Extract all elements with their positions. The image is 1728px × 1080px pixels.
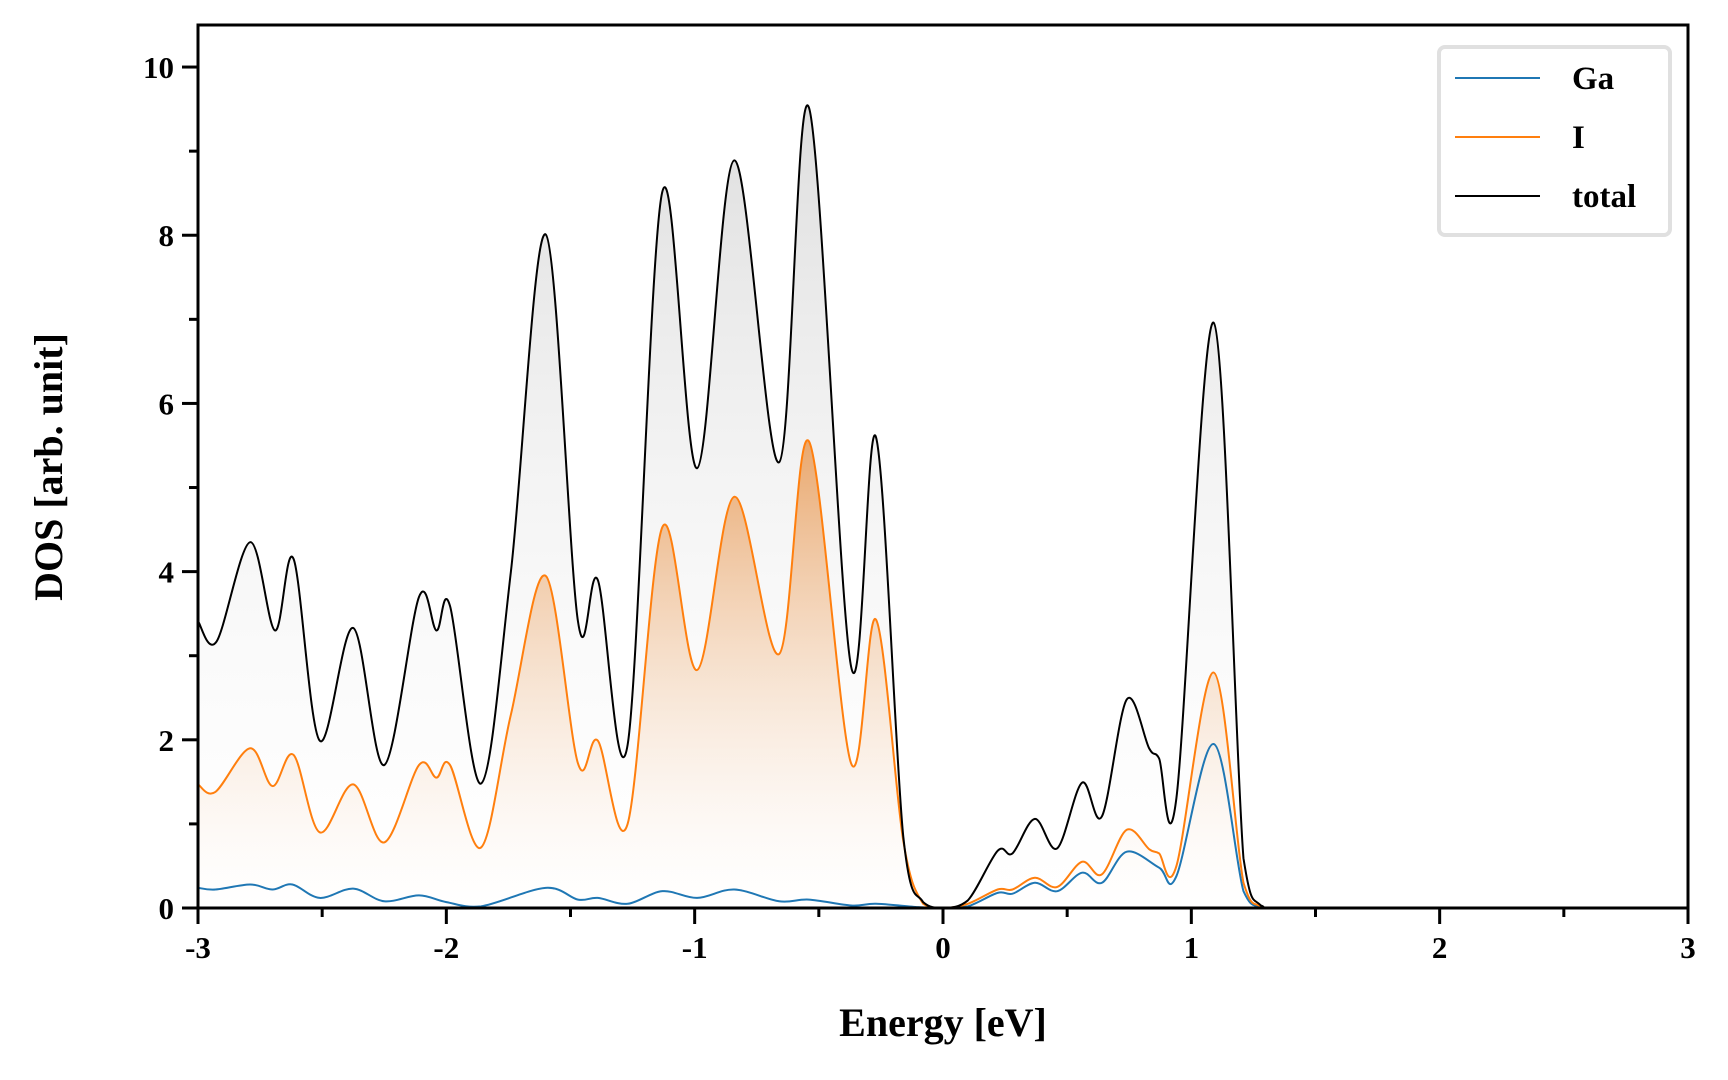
x-tick-label: -1 xyxy=(682,930,708,965)
x-tick-label: 0 xyxy=(935,930,951,965)
x-tick-label: -2 xyxy=(433,930,459,965)
y-tick-label: 6 xyxy=(159,386,175,421)
y-tick-label: 4 xyxy=(159,555,175,590)
y-tick-label: 8 xyxy=(159,218,175,253)
x-tick-label: 2 xyxy=(1432,930,1448,965)
legend-label-i: I xyxy=(1572,120,1585,156)
y-tick-label: 2 xyxy=(159,723,175,758)
x-tick-label: 3 xyxy=(1680,930,1696,965)
fill-total xyxy=(198,105,1688,908)
area-fills xyxy=(198,105,1688,908)
legend-frame xyxy=(1437,45,1672,237)
line-total xyxy=(197,104,1688,910)
x-axis-label: Energy [eV] xyxy=(839,1000,1047,1045)
y-tick-label: 0 xyxy=(159,891,175,926)
series-lines xyxy=(197,104,1688,910)
line-i xyxy=(197,439,1688,910)
y-tick-label: 10 xyxy=(143,50,174,85)
legend-label-total: total xyxy=(1572,179,1636,215)
line-ga xyxy=(197,743,1688,910)
axes: -3 -2 -1 0 1 2 3 0 2 4 6 8 10 xyxy=(143,23,1696,965)
x-tick-label: 1 xyxy=(1184,930,1200,965)
x-tick-label: -3 xyxy=(185,930,211,965)
fill-i xyxy=(198,440,1688,908)
legend-label-ga: Ga xyxy=(1572,61,1614,97)
y-axis-label: DOS [arb. unit] xyxy=(26,333,71,601)
